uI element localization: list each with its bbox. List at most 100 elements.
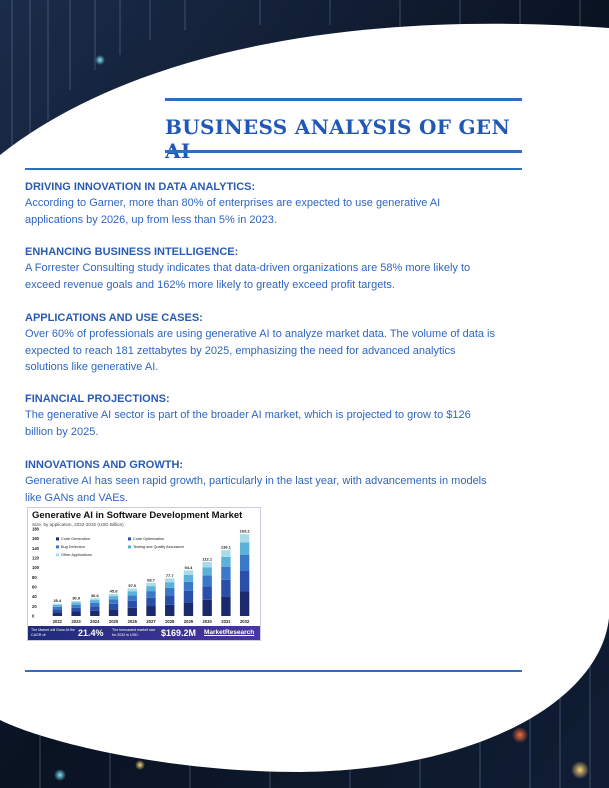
footer-forecast-caption: The forecasted market size for 2032 in U…: [112, 628, 156, 637]
bar-segment: [71, 602, 81, 605]
bar-value-label: 36.6: [91, 593, 100, 598]
x-tick-label: 2023: [71, 619, 81, 624]
bar-segment: [127, 588, 137, 592]
y-tick-label: 160: [32, 536, 40, 541]
y-tick-label: 180: [32, 527, 40, 532]
bar-segment: [52, 609, 63, 613]
section-innovations-growth: INNOVATIONS AND GROWTH: Generative AI ha…: [25, 458, 525, 506]
y-tick-label: 100: [32, 565, 40, 570]
bar-segment: [239, 554, 250, 572]
bar-segment: [221, 596, 231, 616]
section-body-line: Over 60% of professionals are using gene…: [25, 328, 496, 340]
legend-swatch: [56, 553, 59, 557]
bar-segment: [183, 581, 194, 591]
market-infographic: Generative AI in Software Development Ma…: [27, 507, 261, 641]
y-tick-label: 0: [32, 614, 35, 619]
bar-value-label: 30.9: [72, 596, 81, 601]
section-body-line: exceed revenue goals and 162% more likel…: [25, 278, 395, 291]
bar-segment: [165, 587, 175, 596]
x-tick-label: 2022: [53, 619, 63, 624]
bar-segment: [239, 542, 250, 555]
bar-segment: [165, 578, 175, 583]
bar-segment: [202, 586, 212, 600]
legend-label: Code Optimization: [133, 537, 164, 541]
x-tick-label: 2031: [221, 619, 231, 624]
footer-cagr-value: 21.4%: [78, 628, 104, 638]
y-tick-label: 120: [32, 556, 40, 561]
bar-value-label: 112.1: [202, 556, 213, 561]
section-heading: ENHANCING BUSINESS INTELLIGENCE:: [25, 246, 239, 258]
footer-forecast-value: $169.2M: [161, 628, 197, 638]
bar-segment: [146, 606, 156, 616]
section-body-line: billion by 2025.: [25, 425, 99, 438]
bar-segment: [127, 595, 137, 601]
bar-segment: [221, 556, 231, 567]
bar-segment: [202, 575, 212, 587]
section-heading: APPLICATIONS AND USE CASES:: [25, 312, 203, 324]
bar-segment: [108, 603, 119, 610]
bar-segment: [52, 604, 63, 607]
bar-segment: [108, 609, 119, 616]
bar-segment: [108, 593, 119, 597]
x-tick-label: 2025: [109, 619, 119, 624]
bar-segment: [146, 591, 156, 598]
bar-segment: [52, 603, 63, 605]
bar-segment: [221, 566, 231, 580]
y-tick-label: 40: [32, 594, 37, 599]
bar-value-label: 57.0: [128, 583, 137, 588]
bar-segment: [52, 606, 63, 610]
bar-segment: [183, 574, 194, 582]
bar-segment: [239, 591, 250, 616]
section-business-intelligence: ENHANCING BUSINESS INTELLIGENCE: A Forre…: [25, 245, 525, 293]
title-rule-top: [165, 98, 522, 101]
section-divider-top: [25, 168, 522, 170]
x-tick-label: 2027: [146, 619, 156, 624]
bar-segment: [165, 582, 175, 588]
bar-value-label: 77.7: [166, 573, 175, 578]
y-tick-label: 140: [32, 546, 40, 551]
legend-label: Testing and Quality Assurance: [133, 545, 184, 549]
bar-segment: [71, 601, 81, 603]
section-body-line: According to Garner, more than 80% of en…: [25, 197, 441, 209]
bar-value-label: 45.8: [110, 588, 119, 593]
bar-segment: [127, 591, 137, 596]
legend-swatch: [128, 545, 131, 549]
bar-segment: [71, 607, 81, 612]
section-applications: APPLICATIONS AND USE CASES: Over 60% of …: [25, 311, 525, 376]
bar-segment: [183, 590, 194, 603]
bar-value-label: 169.2: [240, 529, 251, 534]
bar-segment: [165, 604, 175, 616]
infographic-subtitle: Size, by application, 2022-2032 (USD Bil…: [32, 522, 124, 527]
infographic-footer: The Market will Grow At the CAGR of: 21.…: [28, 626, 260, 640]
bar-segment: [146, 586, 156, 592]
bar-segment: [183, 602, 194, 616]
legend-swatch: [128, 537, 131, 541]
bar-segment: [202, 599, 212, 616]
bar-segment: [90, 600, 100, 603]
footer-cagr-caption: The Market will Grow At the CAGR of:: [31, 628, 75, 637]
bar-segment: [202, 567, 212, 576]
bar-value-label: 94.4: [185, 565, 194, 570]
bar-segment: [71, 604, 81, 608]
x-tick-label: 2028: [165, 619, 175, 624]
section-body-line: A Forrester Consulting study indicates t…: [25, 262, 471, 274]
bar-value-label: 25.4: [53, 598, 62, 603]
section-body-line: like GANs and VAEs.: [25, 491, 129, 504]
y-tick-label: 60: [32, 585, 37, 590]
bar-segment: [127, 600, 137, 608]
bar-segment: [221, 579, 231, 597]
bar-segment: [71, 611, 81, 616]
bar-segment: [221, 550, 231, 557]
bar-segment: [90, 610, 100, 616]
bar-segment: [90, 598, 100, 601]
section-body-line: Generative AI has seen rapid growth, par…: [25, 475, 487, 487]
legend-label: Code Generation: [61, 537, 90, 541]
bar-segment: [127, 607, 137, 616]
section-financial-projections: FINANCIAL PROJECTIONS: The generative AI…: [25, 392, 525, 440]
bar-segment: [146, 582, 156, 587]
legend-label: Other Applications: [61, 553, 92, 557]
legend-label: Bug Detection: [61, 545, 85, 549]
x-tick-label: 2024: [90, 619, 100, 624]
